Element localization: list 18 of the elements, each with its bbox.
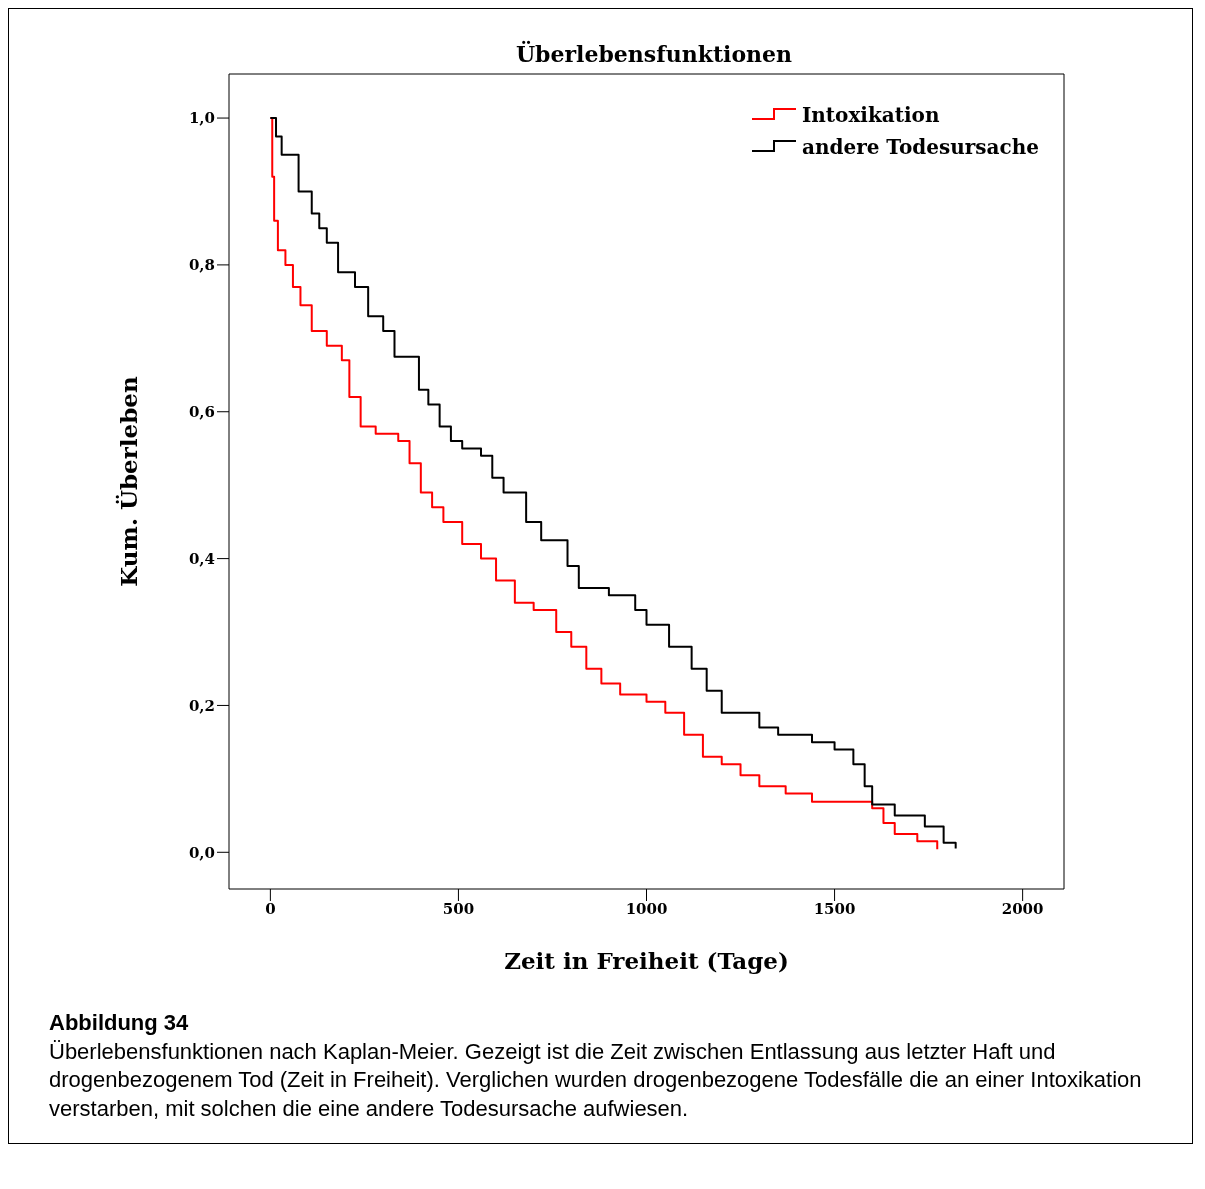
x-tick-label: 1500	[813, 899, 856, 918]
legend-label: Intoxikation	[801, 103, 940, 127]
x-tick-label: 500	[442, 899, 475, 918]
y-tick-label: 0,2	[188, 696, 215, 715]
x-tick-label: 1000	[625, 899, 668, 918]
x-tick-label: 2000	[1001, 899, 1044, 918]
legend-label: andere Todesursache	[801, 135, 1039, 159]
text: Überlebensfunktionen nach Kaplan-Meier. Gezeigt ist die Zeit zwischen Entlassung aus letzter Haft und drogenbezogenem Tod (Zeit in Freiheit). Verglichen wurden drogenbezogene Todesfälle die an einer Intoxikation verstarben, mit solchen die eine andere Todesursache aufwiesen.	[49, 1037, 1143, 1123]
y-tick-label: 1,0	[188, 109, 215, 128]
x-tick-label: 0	[265, 899, 276, 918]
y-tick-label: 0,4	[188, 549, 215, 568]
y-axis-title: Kum. Überleben	[115, 376, 143, 587]
y-tick-label: 0,0	[188, 843, 215, 862]
text: Abbildung 34	[49, 1009, 190, 1037]
chart-title: Überlebensfunktionen	[514, 41, 794, 67]
y-tick-label: 0,6	[188, 403, 215, 422]
x-axis-title: Zeit in Freiheit (Tage)	[504, 947, 789, 974]
y-tick-label: 0,8	[188, 256, 215, 275]
